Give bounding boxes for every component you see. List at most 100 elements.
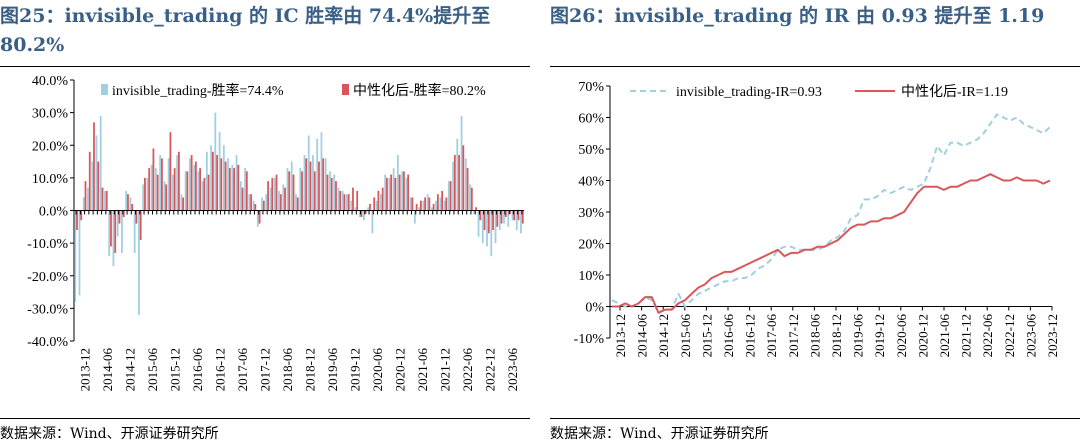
bar-invisible-trading [316, 138, 319, 211]
bar-neutralized [339, 190, 342, 211]
bar-invisible-trading [494, 210, 497, 244]
bar-neutralized [216, 155, 218, 211]
bar-invisible-trading [460, 115, 463, 211]
bar-neutralized [241, 187, 244, 211]
bar-neutralized [398, 174, 401, 211]
x-tick-label: 2021-06 [937, 314, 952, 358]
bar-neutralized [296, 197, 299, 211]
bar-invisible-trading [384, 174, 387, 211]
bar-invisible-trading [388, 177, 391, 211]
x-tick-label: 2021-12 [959, 314, 974, 357]
bar-neutralized [301, 171, 303, 211]
bar-neutralized [403, 171, 405, 211]
bar-neutralized [228, 168, 231, 211]
y-tick-label: 10.0% [32, 172, 69, 187]
bar-invisible-trading [511, 210, 514, 221]
source-divider [0, 418, 530, 419]
y-tick-label: -40.0% [27, 335, 68, 350]
x-tick-label: 2016-12 [212, 348, 227, 391]
bar-neutralized [178, 151, 180, 211]
bar-neutralized [250, 194, 252, 211]
ir-panel: 图26：invisible_trading 的 IR 由 0.93 提升至 1.… [550, 0, 1080, 443]
bar-invisible-trading [138, 210, 140, 315]
bar-invisible-trading [358, 210, 361, 218]
bar-neutralized [105, 190, 108, 211]
legend-label-invisible-trading: invisible_trading-胜率=74.4% [112, 82, 284, 99]
bar-invisible-trading [99, 115, 102, 211]
data-source-note: 数据来源：Wind、开源证券研究所 [550, 426, 769, 442]
bar-neutralized [428, 197, 431, 211]
bar-invisible-trading [197, 171, 200, 211]
x-tick-label: 2014-06 [100, 348, 115, 392]
bar-neutralized [500, 210, 503, 224]
bar-neutralized [352, 187, 354, 211]
bar-neutralized [144, 177, 146, 211]
bar-neutralized [479, 210, 482, 221]
bar-neutralized [190, 155, 193, 211]
bar-invisible-trading [363, 210, 365, 221]
x-tick-label: 2020-12 [392, 348, 407, 391]
ic-win-rate-panel: 图25：invisible_trading 的 IC 胜率由 74.4%提升至 … [0, 5, 530, 442]
bar-neutralized [504, 210, 507, 218]
x-tick-label: 2013-12 [613, 314, 628, 357]
bar-neutralized [492, 210, 494, 231]
data-source-note: 数据来源：Wind、开源证券研究所 [0, 426, 219, 442]
bar-invisible-trading [205, 151, 208, 211]
bar-neutralized [343, 194, 346, 211]
bar-neutralized [93, 122, 95, 211]
bar-neutralized [458, 155, 460, 211]
legend-swatch-invisible-trading [101, 84, 108, 95]
bar-invisible-trading [239, 181, 242, 211]
bar-invisible-trading [82, 197, 85, 211]
x-tick-label: 2018-12 [302, 348, 317, 391]
bar-neutralized [288, 171, 291, 211]
bar-neutralized [415, 203, 418, 211]
bar-neutralized [169, 132, 172, 211]
bar-invisible-trading [503, 210, 505, 224]
bar-neutralized [207, 174, 210, 211]
bar-invisible-trading [129, 197, 132, 211]
bar-invisible-trading [269, 187, 272, 211]
bar-invisible-trading [409, 197, 412, 211]
y-tick-label: 30% [578, 206, 604, 221]
y-tick-label: 0% [585, 301, 604, 316]
bar-invisible-trading [163, 181, 166, 211]
bar-neutralized [262, 200, 265, 211]
bar-invisible-trading [481, 210, 484, 244]
y-tick-label: 30.0% [32, 107, 69, 122]
bar-neutralized [110, 210, 112, 247]
bar-invisible-trading [150, 164, 153, 211]
bar-invisible-trading [435, 200, 437, 211]
bar-neutralized [386, 177, 388, 211]
bar-neutralized [118, 210, 121, 224]
x-tick-label: 2018-06 [807, 314, 822, 358]
y-tick-label: 0.0% [39, 205, 69, 220]
bar-invisible-trading [371, 210, 374, 234]
bar-invisible-trading [133, 210, 136, 253]
bar-neutralized [335, 181, 337, 211]
x-tick-label: 2016-06 [190, 348, 205, 392]
bar-invisible-trading [91, 161, 94, 211]
bar-neutralized [453, 155, 456, 211]
bar-invisible-trading [112, 210, 115, 266]
bar-invisible-trading [439, 197, 442, 211]
bar-invisible-trading [218, 132, 221, 211]
bar-neutralized [381, 187, 384, 211]
bar-invisible-trading [244, 168, 246, 211]
bar-neutralized [199, 168, 202, 211]
x-tick-label: 2022-06 [980, 314, 995, 358]
legend-swatch-neutralized [342, 84, 349, 95]
y-tick-label: -10.0% [27, 237, 68, 252]
bar-invisible-trading [396, 155, 399, 211]
bar-invisible-trading [320, 132, 323, 211]
x-tick-label: 2023-06 [1023, 314, 1038, 358]
bar-invisible-trading [464, 158, 467, 211]
x-tick-label: 2020-12 [915, 314, 930, 357]
bar-neutralized [318, 161, 320, 211]
x-tick-label: 2015-06 [145, 348, 160, 392]
bar-invisible-trading [354, 207, 357, 211]
bar-invisible-trading [227, 158, 229, 211]
x-tick-label: 2021-12 [437, 348, 452, 391]
line-invisible-trading [611, 113, 1051, 314]
bar-invisible-trading [295, 194, 297, 211]
